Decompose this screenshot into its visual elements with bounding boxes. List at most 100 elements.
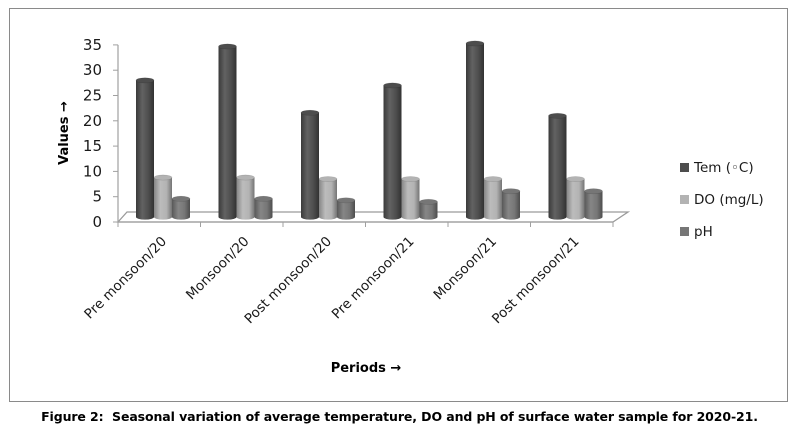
bar-body bbox=[383, 85, 402, 217]
bar-body bbox=[484, 179, 502, 217]
bar-base bbox=[319, 214, 337, 220]
x-tick-label: Monsoon/21 bbox=[431, 234, 501, 304]
bar-top bbox=[218, 43, 237, 50]
bar-base bbox=[301, 214, 319, 220]
legend: Tem (◦C) DO (mg/L) pH bbox=[680, 160, 764, 240]
x-tick-label: Pre monsoon/21 bbox=[329, 234, 418, 323]
bar bbox=[236, 174, 255, 220]
bar-top bbox=[383, 82, 402, 89]
y-tick-label: 35 bbox=[83, 36, 102, 54]
bar-body bbox=[466, 43, 484, 217]
bar-body bbox=[419, 201, 438, 217]
bar-body bbox=[136, 80, 154, 217]
bar bbox=[584, 188, 603, 220]
bar-top bbox=[465, 40, 485, 47]
x-tick-label: Post monsoon/20 bbox=[241, 234, 335, 328]
bar-base bbox=[136, 214, 154, 220]
bar bbox=[171, 195, 191, 220]
y-tick-label: 20 bbox=[83, 112, 102, 130]
legend-swatch bbox=[680, 227, 689, 236]
bar-top bbox=[300, 109, 320, 116]
bar-top bbox=[254, 195, 273, 202]
legend-swatch bbox=[680, 195, 689, 204]
y-tick-label: 5 bbox=[92, 188, 102, 206]
legend-label: Tem (◦C) bbox=[693, 160, 754, 176]
bar bbox=[300, 109, 320, 220]
bar-top bbox=[401, 176, 420, 182]
bar bbox=[501, 188, 521, 220]
bar-base bbox=[566, 214, 585, 220]
bar-base bbox=[236, 214, 255, 220]
bar-base bbox=[584, 214, 603, 220]
bar-body bbox=[236, 177, 255, 217]
bar-base bbox=[419, 214, 438, 220]
legend-swatch bbox=[680, 163, 689, 172]
bar-top bbox=[548, 112, 567, 119]
bar-body bbox=[172, 198, 190, 217]
x-tick-label: Post monsoon/21 bbox=[489, 234, 583, 328]
bar-body bbox=[337, 200, 355, 217]
bar bbox=[401, 176, 420, 220]
y-tick-label: 30 bbox=[83, 61, 102, 79]
bar-base bbox=[502, 214, 520, 220]
bar bbox=[419, 198, 438, 220]
bar-top bbox=[501, 188, 521, 195]
bar-top bbox=[336, 197, 356, 204]
bar-base bbox=[383, 214, 402, 220]
legend-label: DO (mg/L) bbox=[694, 192, 764, 208]
bar-body bbox=[502, 191, 520, 217]
bar-base bbox=[466, 214, 484, 220]
legend-item: Tem (◦C) bbox=[680, 160, 754, 176]
bar bbox=[548, 112, 567, 220]
bar-top bbox=[584, 188, 603, 195]
bar bbox=[254, 195, 273, 220]
y-tick-label: 0 bbox=[92, 213, 102, 231]
bar-top bbox=[153, 174, 173, 181]
bar-top bbox=[236, 174, 255, 181]
bar-top bbox=[135, 77, 155, 84]
chart-frame bbox=[9, 8, 788, 402]
bar-body bbox=[319, 179, 337, 217]
bar-body bbox=[218, 46, 237, 218]
bar-base bbox=[218, 214, 237, 220]
y-tick-label: 15 bbox=[83, 137, 102, 155]
y-tick-label: 10 bbox=[83, 162, 102, 180]
bar bbox=[318, 176, 338, 220]
bar-base bbox=[548, 214, 567, 220]
bar-body bbox=[254, 198, 273, 217]
bar-base bbox=[401, 214, 420, 220]
bar bbox=[135, 77, 155, 220]
bar-top bbox=[566, 176, 585, 182]
bar-base bbox=[154, 214, 172, 220]
bar-body bbox=[301, 112, 319, 217]
bar-body bbox=[154, 177, 172, 217]
bar-body bbox=[584, 191, 603, 217]
bar bbox=[218, 43, 237, 220]
bar-body bbox=[566, 179, 585, 217]
legend-label: pH bbox=[694, 224, 713, 240]
x-tick-label: Monsoon/20 bbox=[183, 234, 253, 304]
bar-base bbox=[337, 214, 355, 220]
figure-caption: Figure 2: Seasonal variation of average … bbox=[41, 409, 758, 424]
bar-top bbox=[483, 176, 503, 182]
bar-body bbox=[548, 115, 567, 217]
bar bbox=[483, 176, 503, 220]
legend-item: pH bbox=[680, 224, 713, 240]
bar-body bbox=[401, 179, 420, 217]
legend-item: DO (mg/L) bbox=[680, 192, 764, 208]
y-axis-title: Values → bbox=[57, 101, 72, 165]
bar-base bbox=[254, 214, 273, 220]
bar-top bbox=[318, 176, 338, 182]
bar bbox=[383, 82, 402, 220]
bar bbox=[336, 197, 356, 220]
bars bbox=[135, 40, 603, 220]
bar-base bbox=[172, 214, 190, 220]
bar-top bbox=[171, 195, 191, 202]
x-tick-label: Pre monsoon/20 bbox=[81, 234, 170, 323]
y-tick-label: 25 bbox=[83, 87, 102, 105]
y-axis: 0 5 10 15 20 25 30 35 bbox=[83, 36, 119, 231]
bar bbox=[465, 40, 485, 220]
bar bbox=[566, 176, 585, 220]
